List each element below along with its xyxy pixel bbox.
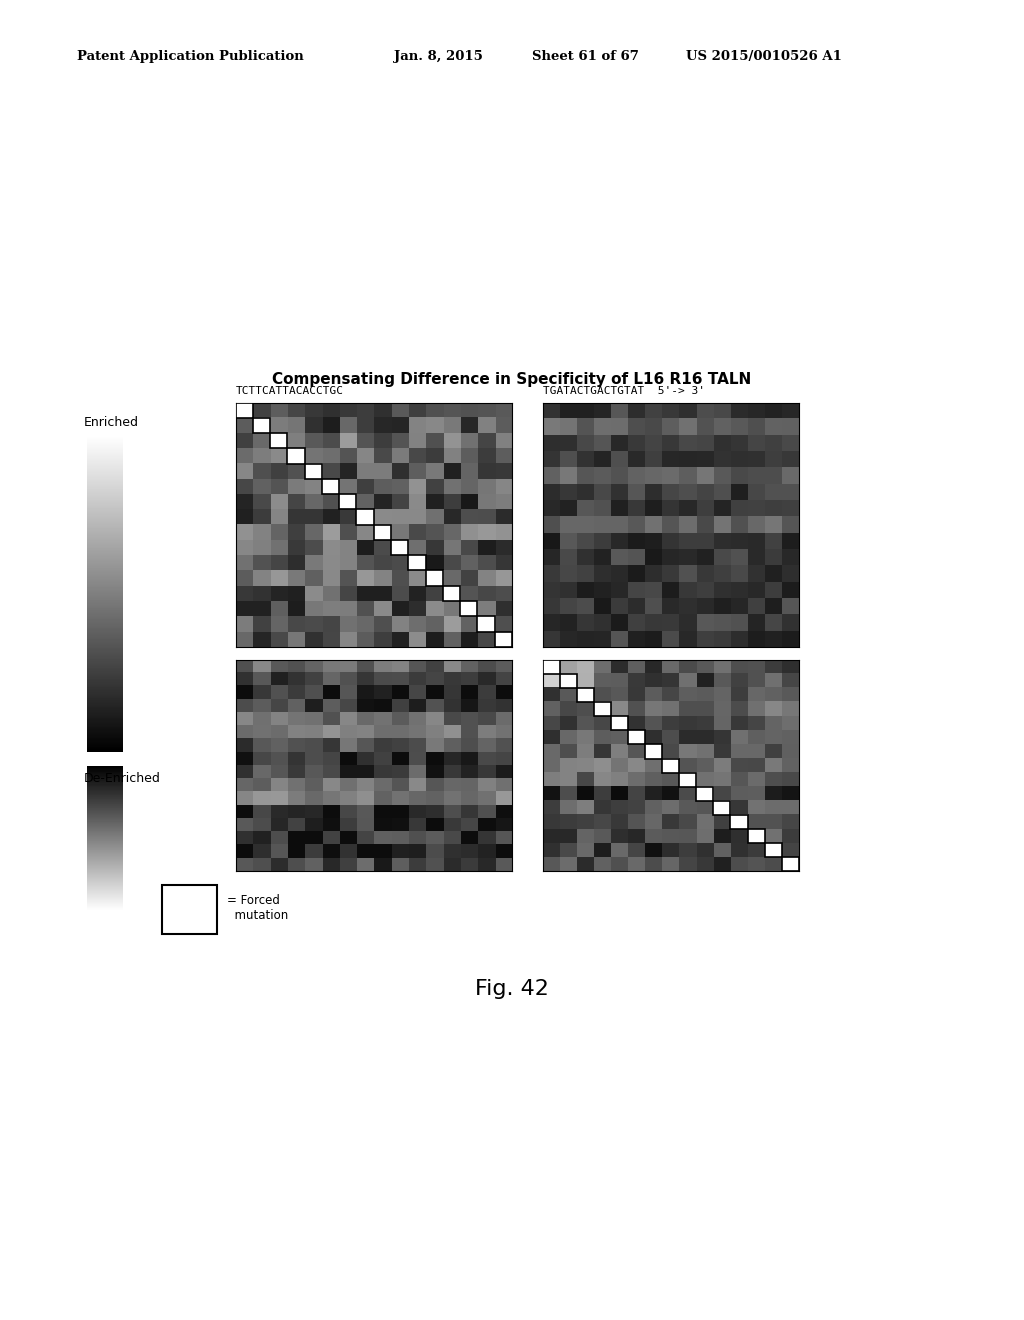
Bar (443, 586, 460, 601)
Bar (663, 759, 679, 772)
Text: De-Enriched: De-Enriched (84, 772, 161, 785)
Text: Fig. 42: Fig. 42 (475, 979, 549, 999)
Bar (628, 730, 645, 744)
Bar (409, 556, 426, 570)
Text: Compensating Difference in Specificity of L16 R16 TALN: Compensating Difference in Specificity o… (272, 372, 752, 387)
Bar (477, 616, 495, 631)
Text: Enriched: Enriched (84, 416, 139, 429)
Bar (611, 717, 628, 730)
Bar (560, 675, 577, 688)
Bar (270, 433, 288, 449)
Bar (305, 463, 322, 479)
Bar (577, 688, 594, 702)
Bar (594, 702, 611, 717)
Bar (322, 479, 339, 494)
Text: Jan. 8, 2015: Jan. 8, 2015 (394, 50, 483, 63)
Text: TGATACTGACTGTAT  5'-> 3': TGATACTGACTGTAT 5'-> 3' (543, 385, 705, 396)
Text: Sheet 61 of 67: Sheet 61 of 67 (532, 50, 639, 63)
Bar (236, 403, 253, 418)
Bar (374, 524, 391, 540)
Bar (391, 540, 409, 556)
Bar (714, 801, 730, 814)
Text: Patent Application Publication: Patent Application Publication (77, 50, 303, 63)
Bar (339, 494, 356, 510)
Bar (696, 787, 714, 801)
Bar (253, 418, 270, 433)
Bar (288, 449, 305, 463)
Bar (495, 631, 512, 647)
Bar (460, 601, 477, 616)
Text: TCTTCATTACACCTGC: TCTTCATTACACCTGC (236, 385, 343, 396)
Text: US 2015/0010526 A1: US 2015/0010526 A1 (686, 50, 842, 63)
Bar (645, 744, 663, 759)
Bar (748, 829, 765, 843)
Bar (730, 814, 748, 829)
Bar (543, 660, 560, 675)
Bar (781, 857, 799, 871)
Bar (356, 510, 374, 525)
Bar (679, 772, 696, 787)
Bar (426, 570, 442, 586)
Text: = Forced
  mutation: = Forced mutation (227, 894, 289, 921)
Bar (765, 843, 781, 857)
